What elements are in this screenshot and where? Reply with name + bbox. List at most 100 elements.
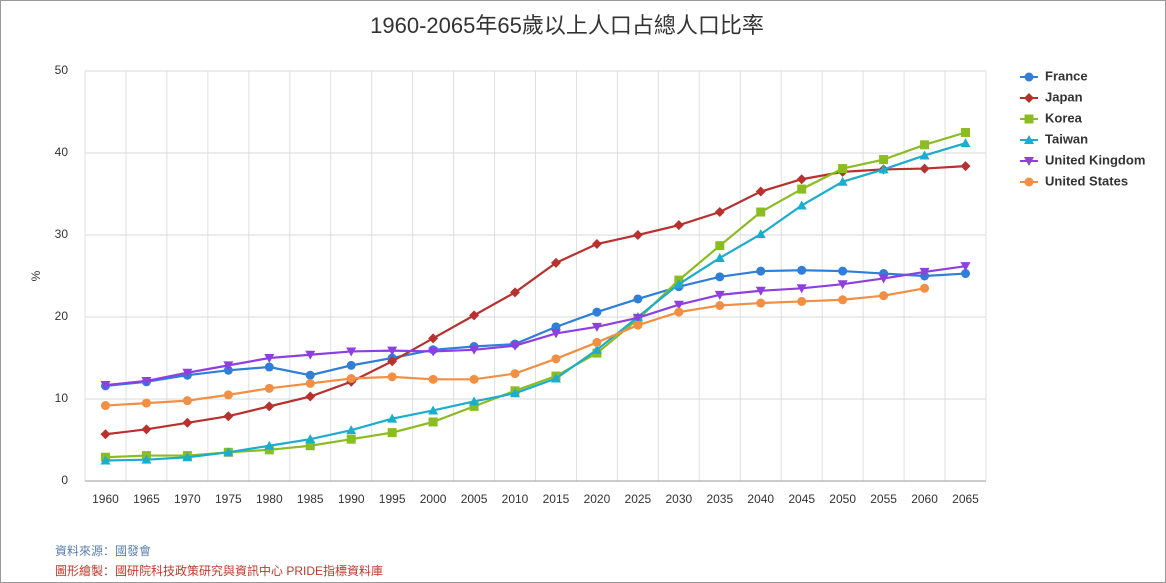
- marker: [141, 398, 151, 408]
- marker: [305, 350, 316, 360]
- x-tick-label: 1990: [338, 492, 365, 506]
- series-line: [105, 131, 966, 459]
- marker: [182, 417, 193, 428]
- marker: [879, 155, 889, 165]
- marker: [960, 161, 971, 172]
- y-axis-label: %: [29, 270, 43, 281]
- legend-label: France: [1045, 68, 1088, 83]
- y-tick-label: 40: [55, 145, 69, 159]
- y-tick-label: 10: [55, 391, 69, 405]
- marker: [592, 337, 602, 347]
- marker: [469, 401, 479, 411]
- marker: [1024, 135, 1034, 144]
- marker: [223, 361, 234, 371]
- marker: [141, 424, 152, 435]
- marker: [100, 401, 110, 411]
- x-tick-label: 2010: [502, 492, 529, 506]
- marker: [919, 163, 930, 174]
- series-line: [105, 142, 966, 462]
- x-tick-label: 1970: [174, 492, 201, 506]
- marker: [387, 372, 397, 382]
- marker: [264, 445, 274, 455]
- marker: [715, 301, 725, 311]
- marker: [714, 252, 725, 262]
- marker: [591, 344, 602, 354]
- marker: [264, 383, 274, 393]
- marker: [673, 220, 684, 231]
- x-tick-label: 1985: [297, 492, 324, 506]
- series-line: [105, 165, 966, 436]
- marker: [755, 229, 766, 239]
- marker: [837, 176, 848, 186]
- marker: [920, 140, 930, 150]
- marker: [715, 241, 725, 251]
- x-tick-label: 2020: [584, 492, 611, 506]
- marker: [551, 322, 561, 332]
- marker: [878, 274, 889, 284]
- marker: [673, 279, 684, 289]
- marker: [715, 272, 725, 282]
- x-tick-label: 2035: [706, 492, 733, 506]
- marker: [551, 354, 561, 364]
- marker: [879, 291, 889, 301]
- marker: [796, 284, 807, 294]
- marker: [469, 345, 480, 355]
- marker: [264, 401, 275, 412]
- source-note: 資料來源：國發會: [55, 543, 151, 558]
- x-tick-label: 2060: [911, 492, 938, 506]
- legend-label: Taiwan: [1045, 131, 1088, 146]
- marker: [141, 454, 152, 464]
- marker: [305, 441, 315, 451]
- marker: [1024, 157, 1034, 166]
- marker: [469, 396, 480, 406]
- marker: [182, 368, 193, 378]
- x-tick-label: 2030: [665, 492, 692, 506]
- x-tick-label: 1965: [133, 492, 160, 506]
- legend-label: United Kingdom: [1045, 152, 1145, 167]
- marker: [919, 267, 930, 277]
- marker: [387, 413, 398, 423]
- legend-label: Japan: [1045, 89, 1083, 104]
- x-tick-label: 2045: [788, 492, 815, 506]
- marker: [428, 374, 438, 384]
- marker: [346, 434, 356, 444]
- x-tick-label: 2055: [870, 492, 897, 506]
- y-tick-label: 0: [61, 473, 68, 487]
- marker: [469, 374, 479, 384]
- marker: [305, 378, 315, 388]
- marker: [960, 138, 971, 148]
- marker: [182, 396, 192, 406]
- marker: [346, 425, 357, 435]
- marker: [919, 150, 930, 160]
- marker: [1024, 93, 1034, 103]
- x-tick-label: 1975: [215, 492, 242, 506]
- marker: [428, 333, 439, 344]
- marker: [305, 370, 315, 380]
- marker: [838, 295, 848, 305]
- marker: [510, 287, 521, 298]
- marker: [550, 257, 561, 268]
- marker: [1024, 177, 1034, 187]
- marker: [100, 381, 111, 391]
- marker: [592, 307, 602, 317]
- marker: [182, 452, 193, 462]
- marker: [510, 369, 520, 379]
- marker: [1024, 114, 1034, 124]
- marker: [510, 341, 521, 351]
- marker: [797, 265, 807, 275]
- x-tick-label: 2040: [747, 492, 774, 506]
- marker: [100, 455, 111, 465]
- marker: [428, 417, 438, 427]
- marker: [305, 434, 316, 444]
- marker: [837, 280, 848, 290]
- legend-label: United States: [1045, 173, 1128, 188]
- marker: [633, 320, 643, 330]
- marker: [797, 296, 807, 306]
- marker: [591, 322, 602, 332]
- marker: [305, 391, 316, 402]
- marker: [797, 184, 807, 194]
- marker: [264, 354, 275, 363]
- marker: [223, 447, 234, 457]
- marker: [346, 347, 357, 357]
